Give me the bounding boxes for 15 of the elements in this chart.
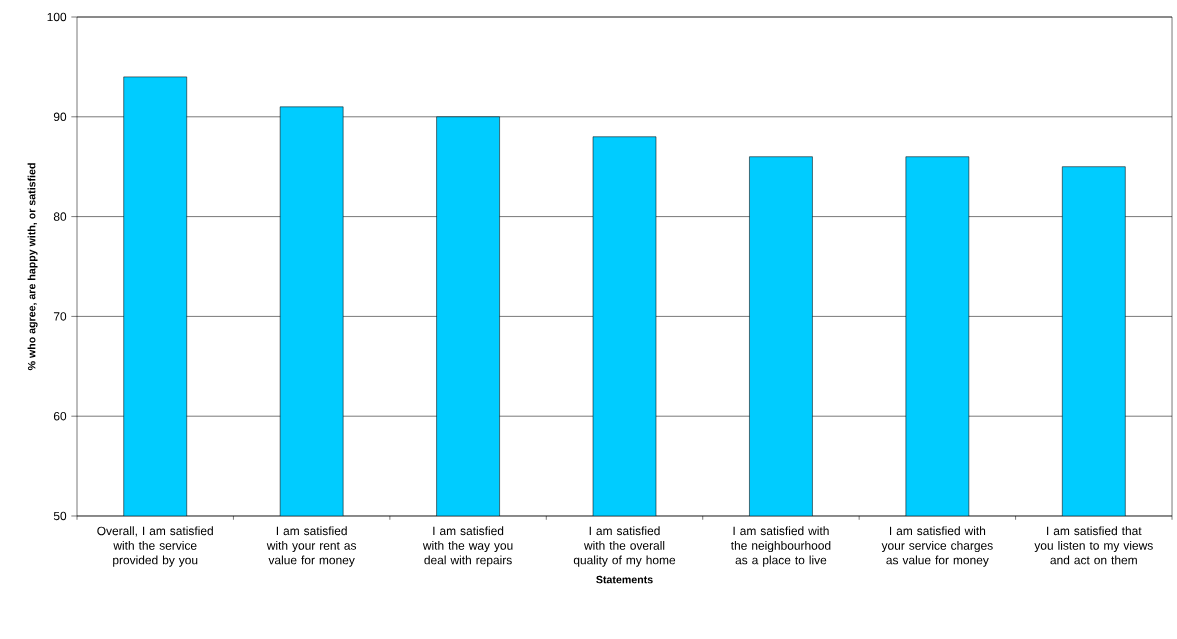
y-tick-label: 70	[53, 312, 67, 321]
x-tick-label: I am satisfied with your rent as value for money	[266, 526, 357, 567]
y-tick-label: 80	[53, 212, 67, 221]
x-axis-title: Statements	[596, 575, 653, 584]
y-tick-label: 100	[47, 12, 67, 22]
y-tick-label: 90	[53, 112, 67, 122]
y-axis-title: % who agree, are happy with, or satisfied	[27, 163, 38, 371]
x-tick-label: I am satisfied with the way you deal with repairs	[422, 526, 513, 567]
x-tick-label: I am satisfied that you listen to my views and act on them	[1034, 526, 1153, 565]
x-tick-label: I am satisfied with the overall quality of my home	[573, 526, 676, 567]
x-tick-label: Overall, I am satisfied with the service provided by you	[97, 526, 213, 567]
x-tick-label: I am satisfied with the neighbourhood as a place to live	[730, 526, 831, 567]
x-tick-label: I am satisfied with your service charges as value for money	[881, 526, 993, 567]
y-tick-label: 50	[53, 511, 67, 521]
y-tick-label: 60	[53, 411, 67, 421]
